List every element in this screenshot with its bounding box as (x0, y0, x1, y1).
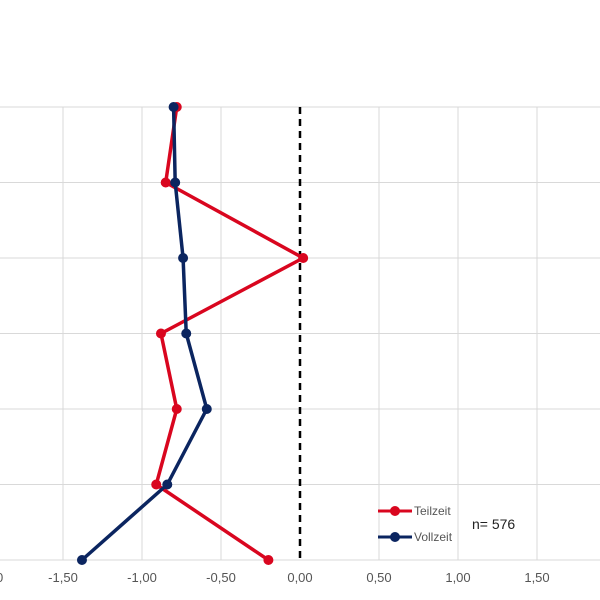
sample-size-annotation: n= 576 (472, 516, 515, 532)
point-teilzeit-3 (298, 253, 309, 263)
legend-swatch-marker (390, 532, 400, 542)
x-tick-label-0: -1,50 (48, 570, 78, 585)
x-tick-label-6: 1,50 (524, 570, 549, 585)
legend-label: Teilzeit (414, 504, 451, 518)
point-teilzeit-4 (155, 328, 166, 339)
x-tick-label-partial: 0 (0, 570, 3, 585)
x-axis-tick-labels: -1,50 -1,00 -0,50 0,00 0,50 1,00 1,50 0 (0, 570, 550, 585)
legend-item-teilzeit: Teilzeit (378, 504, 451, 518)
point-teilzeit-5 (171, 404, 182, 414)
x-tick-label-5: 1,00 (445, 570, 470, 585)
point-vollzeit-5 (201, 404, 212, 414)
x-tick-label-3: 0,00 (287, 570, 312, 585)
legend-label: Vollzeit (414, 530, 453, 544)
x-tick-label-1: -1,00 (127, 570, 157, 585)
series-group (76, 102, 309, 565)
point-teilzeit-6 (151, 479, 162, 490)
point-vollzeit-6 (162, 479, 173, 490)
x-tick-label-2: -0,50 (206, 570, 236, 585)
point-vollzeit-3 (178, 253, 189, 263)
point-vollzeit-1 (168, 102, 179, 112)
point-vollzeit-4 (181, 328, 192, 339)
point-vollzeit-7 (76, 555, 87, 565)
legend: Teilzeit Vollzeit (378, 504, 453, 544)
point-teilzeit-2 (160, 177, 171, 188)
x-tick-label-4: 0,50 (366, 570, 391, 585)
point-vollzeit-2 (170, 177, 181, 188)
legend-swatch-marker (390, 506, 400, 516)
point-teilzeit-7 (263, 555, 274, 565)
legend-item-vollzeit: Vollzeit (378, 530, 453, 544)
